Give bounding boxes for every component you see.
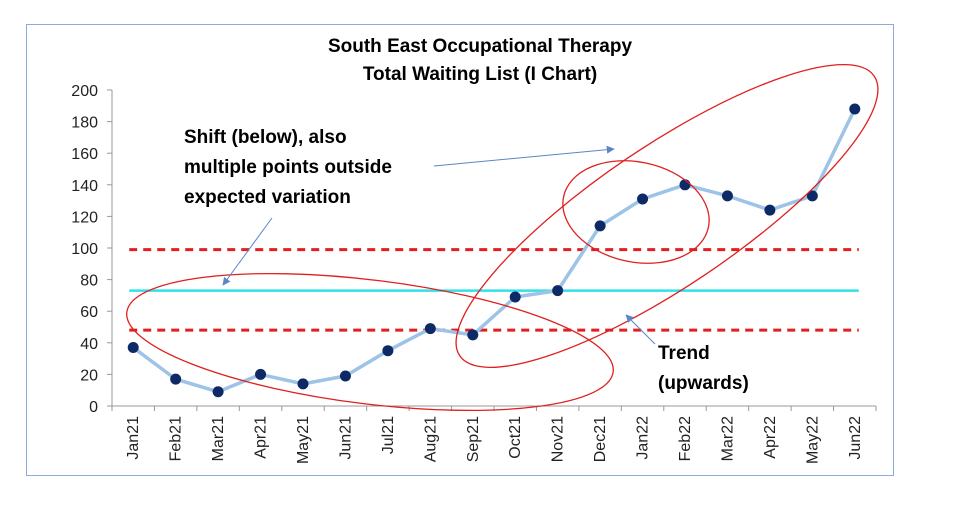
x-tick-label: Dec21 xyxy=(592,416,609,462)
ellipse-cluster xyxy=(562,160,710,264)
y-tick-label: 200 xyxy=(71,83,98,100)
series-waiting-list xyxy=(127,103,861,398)
data-point xyxy=(212,386,224,398)
x-tick-label: Jan21 xyxy=(125,416,142,460)
data-point xyxy=(297,378,309,390)
y-tick-label: 40 xyxy=(80,336,98,353)
y-tick-label: 140 xyxy=(71,178,98,195)
axes: 0 20 40 60 80 100 120 140 160 180 200 Jan21 Feb21 Mar… xyxy=(71,83,877,464)
data-point xyxy=(339,370,351,382)
arrow-shift-to-trend xyxy=(433,145,615,167)
x-tick-label: Sep21 xyxy=(465,416,482,462)
shift-annotation-line-1: Shift (below), also xyxy=(184,127,347,148)
ellipse-shift xyxy=(126,272,614,412)
x-tick-label: May21 xyxy=(295,416,312,464)
x-tick-label: Feb22 xyxy=(677,416,694,461)
data-point xyxy=(637,193,649,205)
shift-annotation-line-3: expected variation xyxy=(184,187,351,208)
arrow-trend xyxy=(625,314,656,345)
data-point xyxy=(170,373,182,385)
x-tick-label: Jan22 xyxy=(635,416,652,460)
trend-annotation-line-1: Trend xyxy=(658,343,710,364)
y-tick-label: 20 xyxy=(80,367,98,384)
data-point xyxy=(764,204,776,216)
ellipse-trend xyxy=(455,63,879,369)
data-point xyxy=(594,220,606,232)
x-tick-label: Jun22 xyxy=(847,416,864,460)
y-tick-label: 180 xyxy=(71,115,98,132)
x-tick-label: Jun21 xyxy=(337,416,354,460)
data-point xyxy=(467,329,479,341)
x-tick-label: Apr22 xyxy=(762,416,779,459)
trend-annotation-line-2: (upwards) xyxy=(658,373,749,394)
chart-title-line-1: South East Occupational Therapy xyxy=(328,36,632,57)
series-line xyxy=(132,108,857,394)
data-point xyxy=(509,291,521,303)
x-tick-label: Oct21 xyxy=(507,416,524,459)
data-point xyxy=(552,285,564,297)
data-point xyxy=(849,103,861,115)
control-limits xyxy=(129,248,859,332)
data-point xyxy=(255,368,267,380)
y-tick-label: 80 xyxy=(80,273,98,290)
data-point xyxy=(679,179,691,191)
y-tick-label: 160 xyxy=(71,146,98,163)
x-tick-label: Mar22 xyxy=(719,416,736,461)
shift-annotation-line-2: multiple points outside xyxy=(184,157,392,178)
y-tick-label: 100 xyxy=(71,241,98,258)
x-tick-label: May22 xyxy=(804,416,821,464)
y-tick-label: 60 xyxy=(80,304,98,321)
annotations: Shift (below), also multiple points outs… xyxy=(126,63,879,412)
data-point xyxy=(127,342,139,354)
x-tick-label: Mar21 xyxy=(210,416,227,461)
arrow-shift-to-mean xyxy=(222,217,273,286)
y-tick-label: 120 xyxy=(71,209,98,226)
y-tick-label: 0 xyxy=(89,399,98,416)
x-tick-label: Jul21 xyxy=(380,416,397,454)
x-tick-label: Aug21 xyxy=(422,416,439,462)
data-point xyxy=(424,323,436,335)
x-tick-label: Nov21 xyxy=(550,416,567,462)
x-tick-label: Apr21 xyxy=(253,416,270,459)
chart-title-line-2: Total Waiting List (I Chart) xyxy=(363,64,597,85)
data-point xyxy=(721,190,733,202)
data-point xyxy=(382,345,394,357)
x-tick-label: Feb21 xyxy=(168,416,185,461)
data-point xyxy=(806,190,818,202)
